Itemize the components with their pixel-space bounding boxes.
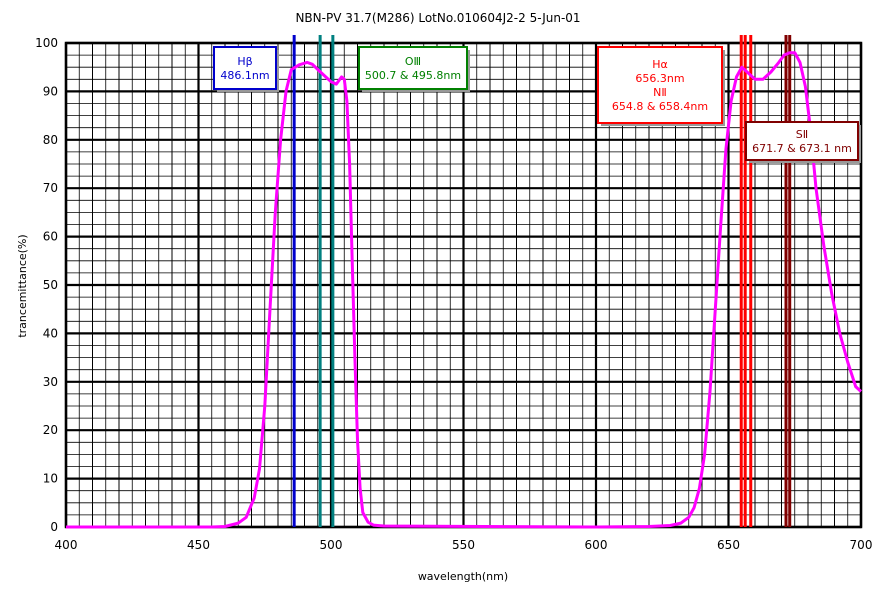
annotation-box (597, 46, 723, 124)
grid (64, 41, 863, 529)
y-tick-label: 40 (43, 326, 58, 340)
x-tick-label: 600 (585, 538, 608, 552)
annotation-text: OⅢ (405, 55, 421, 68)
y-tick-label: 0 (50, 520, 58, 534)
y-tick-label: 70 (43, 181, 58, 195)
x-tick-label: 550 (452, 538, 475, 552)
annotation-text: SⅡ (796, 128, 808, 141)
y-tick-label: 100 (35, 36, 58, 50)
y-tick-label: 30 (43, 375, 58, 389)
annotation-text: NⅡ (653, 86, 667, 99)
emission-lines (292, 35, 792, 527)
series-layer (66, 51, 863, 529)
annotation-text: 671.7 & 673.1 nm (752, 142, 852, 155)
annotation-box (213, 46, 277, 90)
x-axis-label: wavelength(nm) (418, 570, 508, 583)
annotation-box (358, 46, 468, 90)
annotation-text: Hα (652, 58, 668, 71)
y-tick-label: 10 (43, 472, 58, 486)
annotation-text: 654.8 & 658.4nm (612, 100, 708, 113)
chart-title: NBN-PV 31.7(M286) LotNo.010604J2-2 5-Jun… (295, 11, 580, 25)
x-tick-label: 400 (55, 538, 78, 552)
y-tick-label: 20 (43, 423, 58, 437)
annotation-text: 656.3nm (635, 72, 684, 85)
annotation-text: Hβ (237, 55, 252, 68)
annotation-text: 486.1nm (220, 69, 269, 82)
y-tick-label: 90 (43, 84, 58, 98)
y-tick-label: 80 (43, 133, 58, 147)
y-tick-label: 50 (43, 278, 58, 292)
x-tick-label: 700 (850, 538, 873, 552)
series-line (66, 51, 863, 529)
annotation-box (745, 121, 859, 161)
x-tick-label: 500 (320, 538, 343, 552)
y-axis-label: trancemittance(%) (16, 234, 29, 337)
x-tick-label: 650 (717, 538, 740, 552)
annotation-text: 500.7 & 495.8nm (365, 69, 461, 82)
tick-labels: 400 450 500 550 600 650 700 0 10 20 30 40 50 60 70 80 90… (35, 36, 872, 552)
y-tick-label: 60 (43, 230, 58, 244)
x-tick-label: 450 (187, 538, 210, 552)
